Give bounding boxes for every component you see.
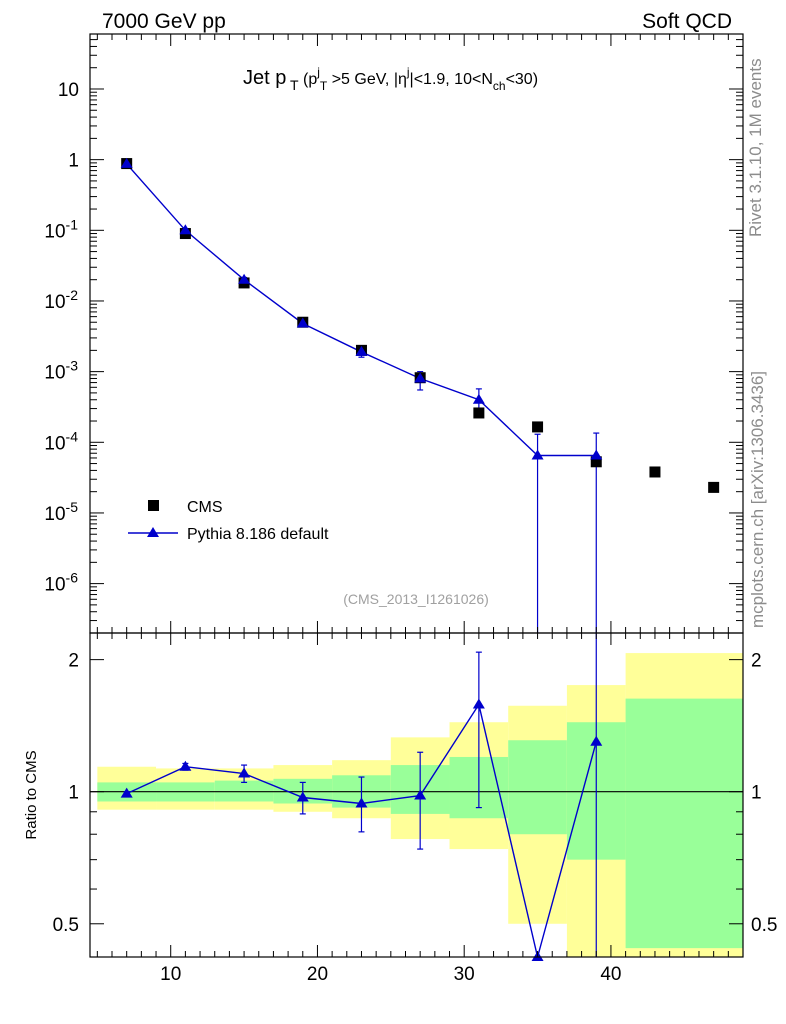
- panel-frames: [89, 33, 744, 958]
- cms-point: [708, 481, 720, 493]
- y-tick-label: 10-6: [44, 570, 78, 596]
- y-tick-label: 1: [68, 151, 79, 172]
- axis-ticks: [90, 33, 743, 957]
- ratio-y-tick-label: 0.5: [53, 915, 79, 936]
- ratio-y-tick-label-right: 0.5: [751, 915, 777, 936]
- x-tick-label: 40: [600, 964, 621, 985]
- y-tick-label: 10-1: [44, 216, 78, 242]
- ratio-y-tick-label: 2: [68, 651, 79, 672]
- header-left: 7000 GeV pp: [102, 10, 226, 33]
- cms-point: [473, 407, 485, 419]
- x-tick-label: 20: [307, 964, 328, 985]
- inner-band-bin: [625, 698, 743, 949]
- ratio-data-series: [120, 633, 603, 961]
- ratio-y-tick-label-right: 1: [751, 783, 762, 804]
- legend: CMS Pythia 8.186 default: [128, 499, 329, 543]
- y-tick-label: 10-2: [44, 287, 78, 313]
- lower-frame: [89, 632, 744, 958]
- legend-cms-marker: [148, 500, 159, 511]
- pythia-point: [238, 273, 251, 284]
- y-tick-label: 10: [58, 80, 79, 101]
- cms-point: [649, 466, 661, 478]
- legend-pythia-label: Pythia 8.186 default: [187, 526, 329, 543]
- y-tick-label: 10-4: [44, 428, 78, 454]
- inner-band-bin: [508, 740, 567, 835]
- upper-frame: [89, 33, 744, 634]
- pythia-point: [296, 317, 309, 328]
- ratio-y-tick-label: 1: [68, 783, 79, 804]
- rivet-label: Rivet 3.1.10, 1M events: [746, 58, 765, 237]
- legend-pythia-marker: [147, 527, 159, 537]
- analysis-label: (CMS_2013_I1261026): [343, 591, 489, 607]
- pythia-point: [531, 449, 544, 460]
- pythia-point: [414, 372, 427, 383]
- ratio-point: [120, 787, 133, 798]
- upper-data-series: [120, 157, 720, 633]
- x-tick-label: 30: [454, 964, 475, 985]
- cms-point: [532, 421, 544, 433]
- pythia-point: [179, 224, 192, 235]
- source-label: mcplots.cern.ch [arXiv:1306.3436]: [748, 370, 767, 628]
- pythia-point: [472, 393, 485, 404]
- ratio-y-tick-label-right: 2: [751, 651, 762, 672]
- inner-band-bin: [214, 780, 274, 802]
- ratio-point: [590, 735, 603, 746]
- y-tick-label: 10-3: [44, 358, 78, 384]
- y-tick-label: 10-5: [44, 499, 78, 525]
- pythia-point: [355, 345, 368, 356]
- ratio-point: [414, 789, 427, 800]
- header-right: Soft QCD: [642, 10, 732, 33]
- cms-point: [590, 456, 602, 468]
- ratio-point: [179, 760, 192, 771]
- ratio-point: [296, 791, 309, 802]
- tick-labels: 10-6 10-5 10-4 10-3 10-2 10-1 1 10 0.5 0.5 1 1 2 2 10 2…: [44, 80, 777, 985]
- chart-title: Jet p T (pjT >5 GeV, |ηj|<1.9, 10<Nch<30…: [243, 65, 538, 93]
- pythia-line: [126, 163, 597, 457]
- ratio-point: [355, 797, 368, 808]
- pythia-point: [120, 157, 133, 168]
- ratio-point: [238, 767, 251, 778]
- legend-cms-label: CMS: [187, 499, 223, 516]
- x-tick-label: 10: [160, 964, 181, 985]
- ratio-point: [472, 698, 485, 709]
- ratio-ylabel: Ratio to CMS: [23, 750, 40, 839]
- pythia-point: [590, 449, 603, 460]
